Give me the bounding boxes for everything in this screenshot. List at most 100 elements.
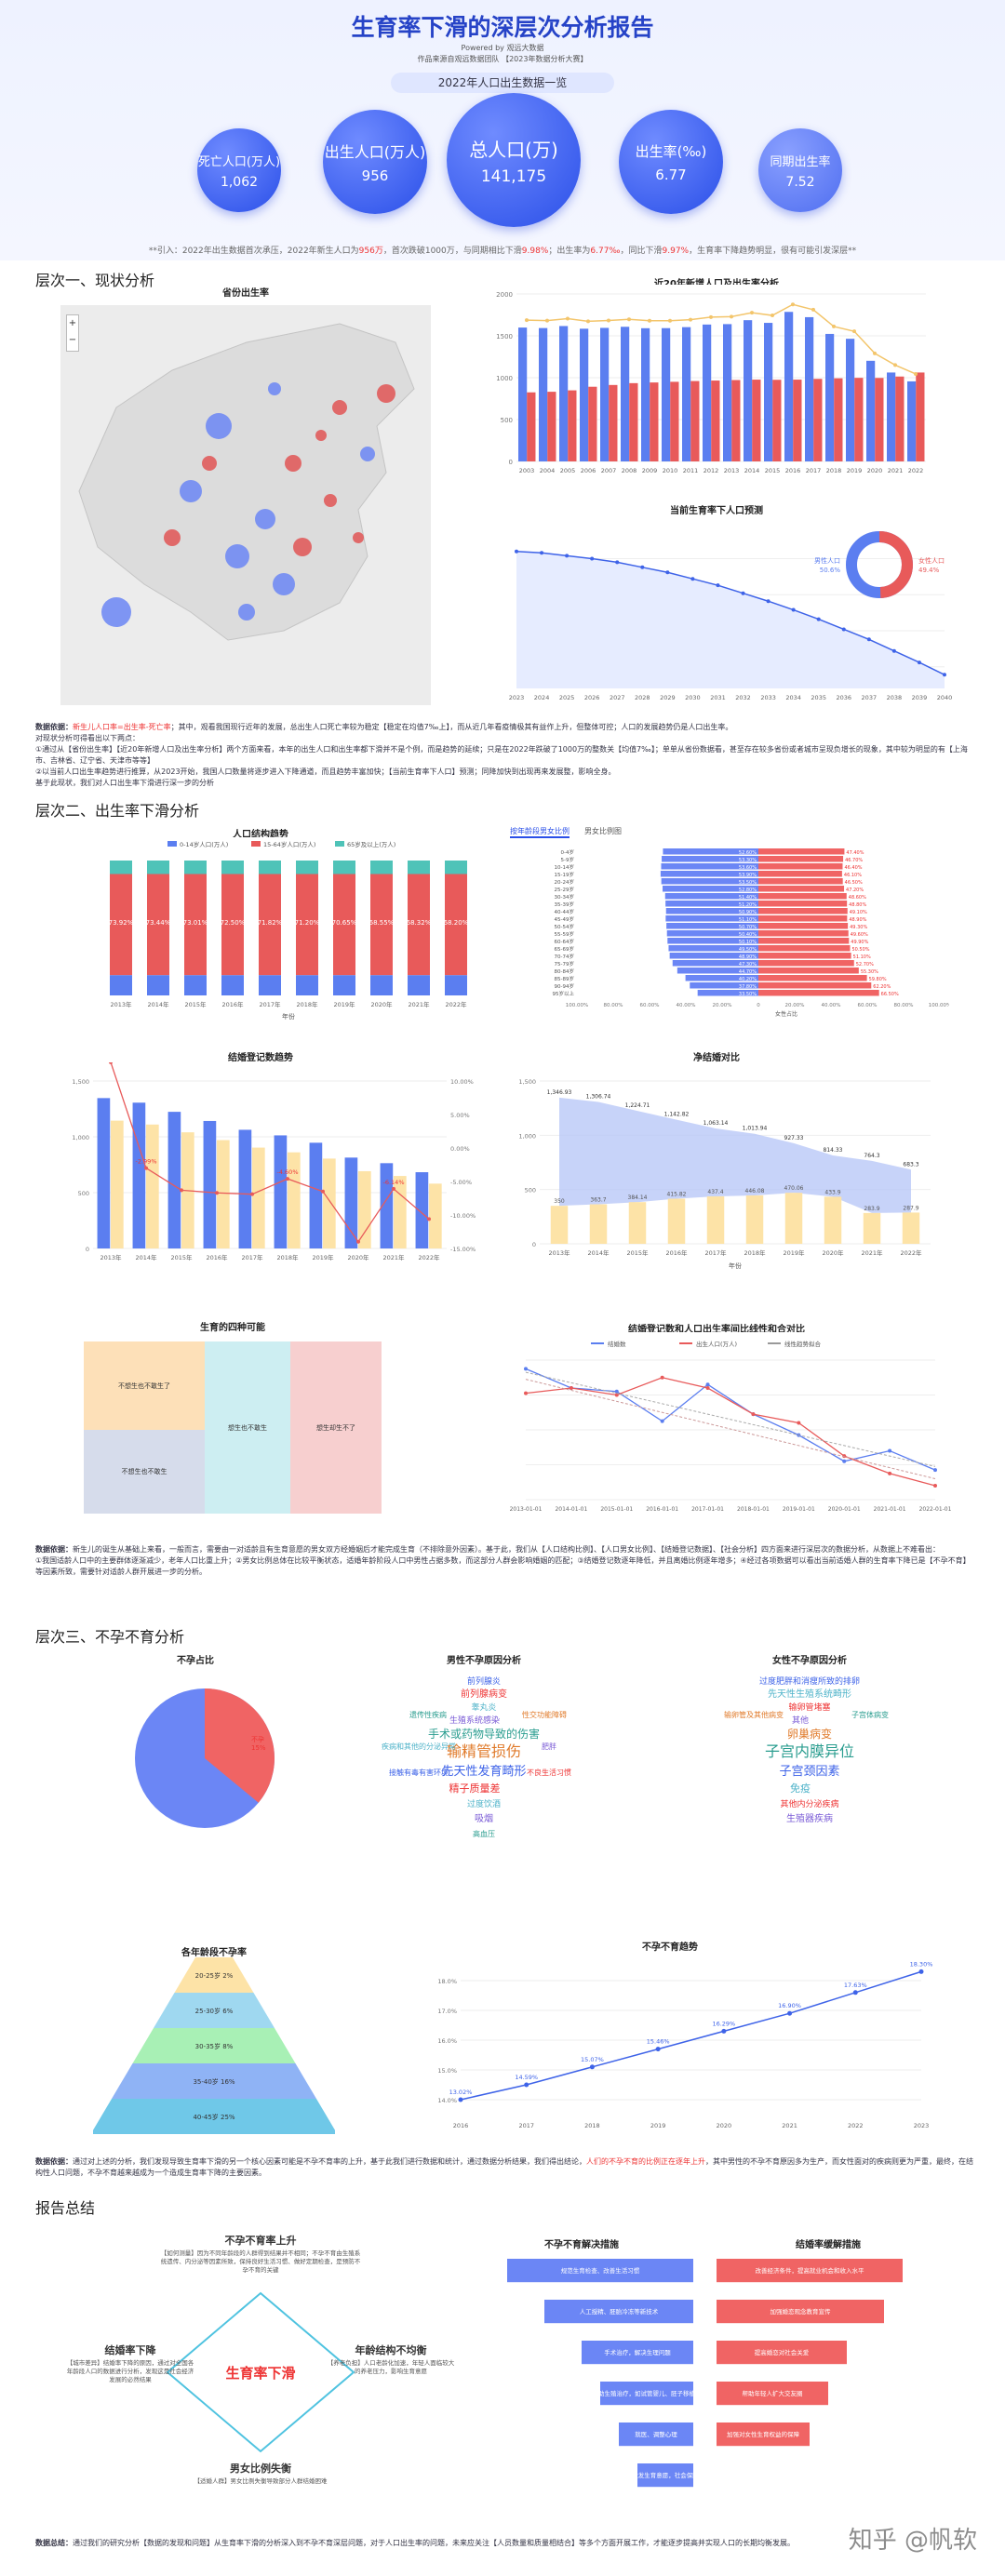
map-bubble[interactable] — [101, 597, 131, 627]
forecast-point — [690, 577, 695, 581]
x-tick: 2012 — [704, 467, 719, 474]
y2-tick: 5.00% — [450, 1112, 470, 1119]
map-bubble[interactable] — [268, 382, 281, 395]
word: 先天性发育畸形 — [441, 1764, 526, 1779]
female-value: 59.80% — [869, 977, 887, 982]
map-bubble[interactable] — [377, 384, 395, 403]
death-bar — [711, 380, 720, 461]
measure-label: 就医、调整心理 — [635, 2430, 677, 2438]
death-bar — [527, 392, 536, 461]
x-tick: 2022年 — [418, 1253, 440, 1261]
map-bubble[interactable] — [225, 544, 249, 568]
summary-left-title: 结婚率下降 — [104, 2344, 156, 2356]
birth-bar — [887, 372, 896, 461]
map-bubble[interactable] — [360, 447, 375, 461]
province-map[interactable]: + − — [60, 305, 431, 705]
map-bubble[interactable] — [164, 529, 181, 546]
trend-label: 17.63% — [844, 1982, 867, 1989]
birth-bar — [539, 327, 548, 461]
y2-tick: -15.00% — [450, 1246, 476, 1253]
female-value: 52.70% — [856, 962, 874, 968]
treemap-cell-4[interactable]: 想生却生不了 — [290, 1341, 382, 1514]
map-bubble[interactable] — [315, 430, 327, 441]
map-bubble[interactable] — [180, 480, 202, 502]
rate-point — [215, 1191, 219, 1195]
series-point — [842, 1459, 847, 1463]
bar-label: 71.82% — [258, 919, 283, 927]
t2b: 新生儿的诞生从基础上来看，一般而言，需要由一对适龄且有生育意愿的男女双方经婚姻后… — [73, 1545, 940, 1554]
x-tick: 2039 — [912, 694, 928, 701]
map-bubble[interactable] — [285, 455, 302, 472]
measure-bar — [619, 2423, 693, 2447]
measures-bars-right: 改善经济条件，提高就业机会和收入水平加强婚恋观念教育宣传提高婚恋对社会关爱帮助年… — [707, 2251, 958, 2503]
tab-age-ratio[interactable]: 按年龄段男女比例 — [510, 826, 570, 838]
birth-bar — [662, 327, 671, 461]
map-bubble[interactable] — [255, 509, 275, 529]
age-label: 50-54岁 — [555, 923, 574, 930]
net-marriage-chart: 1,500 1,000 500 0 1,346.93 350 2013年 1,306.74 36… — [502, 1062, 940, 1276]
female-bar — [758, 923, 849, 929]
t3d: ，其中男性的不孕不育原因多为生产，而女性面对的疾病则更为严重，最终，在结构性人口… — [35, 2157, 973, 2177]
trend-point — [852, 1990, 858, 1995]
section-3-title: 层次三、不孕不育分析 — [35, 1628, 185, 1646]
map-bubble[interactable] — [202, 456, 217, 471]
tab-gender-ratio[interactable]: 男女比例图 — [584, 827, 622, 835]
map-bubble[interactable] — [293, 538, 312, 556]
x-tick: 2020-01-01 — [828, 1506, 861, 1513]
y-tick: 1,500 — [72, 1078, 89, 1086]
t3a: 数据依据： — [35, 2157, 73, 2166]
donut-male-label: 男性人口 — [814, 556, 840, 565]
divorce-bar — [706, 1195, 725, 1244]
marriage-label: 927.33 — [784, 1135, 804, 1141]
birth-bar — [600, 327, 610, 461]
map-bubble[interactable] — [324, 494, 337, 507]
trend-point — [787, 2010, 793, 2016]
x-tick: 2022 — [908, 467, 924, 474]
female-value: 46.10% — [844, 873, 862, 878]
marriage-bar-2 — [111, 1120, 124, 1248]
map-bubble[interactable] — [353, 532, 364, 543]
map-bubble[interactable] — [238, 604, 255, 621]
treemap-cell-3[interactable]: 想生也不敢生 — [205, 1341, 290, 1514]
kpi-value: 141,175 — [480, 167, 547, 186]
marriage-bar-2 — [358, 1170, 371, 1248]
map-bubble[interactable] — [206, 413, 232, 439]
map-bubble[interactable] — [273, 573, 295, 595]
male-bar — [661, 863, 758, 870]
measure-label: 规范生育检查、改善生活习惯 — [561, 2266, 640, 2275]
divorce-bar — [784, 1193, 803, 1244]
forecast-point — [716, 583, 720, 588]
bar-15-64 — [296, 874, 318, 976]
female-bar — [758, 945, 851, 952]
rate-point — [286, 1177, 289, 1181]
x-tick: 2007 — [601, 467, 617, 474]
map-bubble[interactable] — [332, 400, 347, 415]
y-tick: 0 — [532, 1241, 536, 1248]
word: 前列腺炎 — [467, 1675, 501, 1687]
rate-point — [109, 1062, 113, 1064]
measure-bar — [582, 2341, 693, 2365]
map-land — [78, 323, 415, 641]
t3c: 人们的不孕不育的比例正在逐年上升 — [586, 2157, 705, 2166]
birth-rate-point — [566, 316, 570, 321]
marriage-bar-2 — [429, 1183, 442, 1248]
female-value: 47.40% — [846, 850, 864, 856]
treemap-cell-2[interactable]: 不想生也不敢生 — [84, 1430, 205, 1514]
marriage-bar-2 — [323, 1158, 336, 1248]
t1f: ②以当前人口出生率趋势进行推算，从2023开始，我国人口数量将逐步进入下降通道，… — [35, 767, 616, 776]
x-tick: 2023 — [509, 694, 525, 701]
map-zoom-control[interactable]: + − — [66, 314, 79, 352]
y2-tick: 10.00% — [450, 1078, 474, 1086]
x-tick: 2006 — [581, 467, 596, 474]
trend-label: 14.59% — [515, 2074, 538, 2081]
kpi-label: 出生率(‰) — [635, 142, 707, 160]
birth-bar — [682, 327, 691, 461]
measure-label: 辅助生殖治疗，如试管婴儿、胚子移植等 — [593, 2389, 703, 2397]
female-value: 46.50% — [845, 880, 863, 886]
age-label: 25-29岁 — [555, 886, 574, 893]
t1b: 新生儿人口率=出生率-死亡率 — [73, 723, 171, 731]
kpi-birth: 出生人口(万人) 956 — [323, 110, 427, 214]
section-2-text: 数据依据：新生儿的诞生从基础上来看，一般而言，需要由一对适龄且有生育意愿的男女双… — [35, 1544, 975, 1578]
forecast-line — [516, 551, 945, 675]
treemap-cell-1[interactable]: 不想生也不敢生了 — [84, 1341, 205, 1430]
